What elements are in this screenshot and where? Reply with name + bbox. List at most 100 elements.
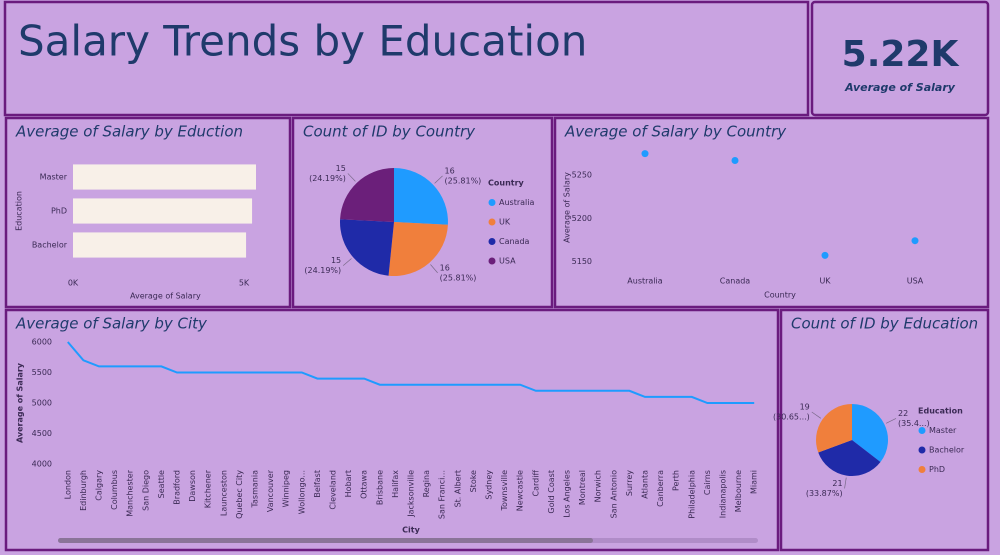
point — [911, 237, 919, 245]
chart-title: Average of Salary by Eduction — [15, 123, 243, 141]
x-tick-label: Indianapolis — [719, 470, 728, 518]
legend-marker — [488, 218, 496, 226]
x-tick-label: Ottawa — [360, 470, 369, 499]
legend-title: Education — [918, 407, 963, 416]
x-tick-label: Cardiff — [531, 470, 540, 497]
chart-title: Count of ID by Education — [791, 315, 978, 333]
data-label-percent: (25.81%) — [445, 176, 482, 185]
y-tick-label: Master — [40, 173, 68, 182]
leader-line — [347, 173, 356, 182]
panel — [553, 116, 990, 309]
data-label: 16 — [445, 166, 455, 175]
kpi-value: 5.22K — [842, 34, 960, 75]
x-tick-label: USA — [907, 277, 924, 286]
legend-label: USA — [499, 257, 516, 266]
y-tick-label: 6000 — [32, 338, 52, 347]
x-tick-label: Quebec City — [235, 470, 244, 519]
x-tick-label: Gold Coast — [547, 470, 556, 514]
x-tick-label: Bradford — [173, 470, 182, 505]
pie-slice — [394, 168, 448, 225]
x-tick-label: Jacksonville — [407, 470, 416, 518]
point — [731, 157, 739, 165]
y-tick-label: 4500 — [32, 429, 52, 438]
legend-marker — [488, 238, 496, 245]
x-tick-label: Columbus — [110, 470, 119, 510]
pie-slice — [815, 404, 852, 453]
data-label: 21 — [832, 479, 842, 488]
x-tick-label: Cleveland — [329, 470, 338, 510]
scrollbar-thumb[interactable] — [58, 538, 593, 543]
x-axis-label: City — [402, 526, 420, 535]
x-tick-label: San Franci... — [438, 470, 447, 519]
y-tick-label: 5250 — [572, 171, 592, 180]
x-tick-label: Los Angeles — [563, 470, 572, 518]
x-tick-label: Launceston — [219, 470, 228, 516]
pie-slice — [818, 440, 881, 477]
y-tick-label: 5200 — [572, 214, 592, 223]
kpi-card — [810, 0, 990, 117]
x-tick-label: Regina — [422, 470, 431, 497]
x-tick-label: Kitchener — [204, 469, 213, 508]
legend-label: Australia — [499, 198, 534, 207]
bar — [73, 164, 256, 190]
legend-label: PhD — [929, 465, 945, 474]
x-tick-label: Australia — [627, 277, 662, 286]
data-label: 15 — [336, 164, 346, 173]
data-label-percent: (30.65...) — [773, 413, 810, 422]
x-tick-label: London — [63, 470, 72, 499]
data-label-percent: (24.19%) — [309, 174, 346, 183]
x-tick-label: San Diego — [141, 470, 150, 511]
pie-slice — [852, 404, 888, 463]
bar — [73, 198, 253, 224]
y-tick-label: PhD — [51, 207, 67, 216]
data-label: 22 — [898, 409, 908, 418]
x-tick-label: Winnipeg — [282, 470, 291, 507]
x-tick-label: Halifax — [391, 470, 400, 498]
x-tick-label: Townsville — [500, 470, 509, 512]
bar — [73, 232, 247, 258]
legend-marker — [488, 257, 496, 265]
x-tick-label: Belfast — [313, 470, 322, 498]
x-tick-label: Wollongo... — [297, 470, 306, 514]
dashboard-title: Salary Trends by Education — [18, 17, 587, 66]
x-tick-label: Edinburgh — [79, 470, 88, 511]
x-tick-label: Newcastle — [516, 470, 525, 511]
x-tick-label: Stoke — [469, 470, 478, 492]
x-tick-label: Dawson — [188, 470, 197, 502]
legend-marker — [918, 446, 926, 454]
data-label: 16 — [440, 263, 450, 272]
x-tick-label: St. Albert — [453, 470, 462, 507]
title-panel — [3, 0, 810, 117]
point — [821, 251, 829, 259]
legend-label: UK — [499, 218, 511, 227]
data-label-percent: (35.4...) — [898, 419, 930, 428]
x-axis-label: Country — [764, 291, 796, 300]
x-tick-label: Philadelphia — [687, 470, 696, 519]
leader-line — [811, 411, 822, 419]
chart-title: Average of Salary by City — [15, 315, 208, 333]
kpi-label: Average of Salary — [844, 81, 956, 94]
pie-slice — [388, 222, 448, 276]
data-label: 19 — [800, 403, 810, 412]
x-tick-label: 0K — [68, 279, 79, 288]
x-tick-label: Atlanta — [641, 470, 650, 499]
leader-line — [885, 418, 897, 424]
x-tick-label: Manchester — [126, 469, 135, 516]
x-tick-label: Surrey — [625, 470, 634, 496]
x-tick-label: Norwich — [594, 470, 603, 502]
y-tick-label: 5150 — [572, 257, 592, 266]
x-tick-label: Montreal — [578, 470, 587, 505]
y-tick-label: 4000 — [32, 460, 52, 469]
x-tick-label: Seattle — [157, 470, 166, 498]
leader-line — [342, 258, 352, 266]
y-axis-label: Education — [15, 191, 24, 231]
y-tick-label: Bachelor — [32, 241, 68, 250]
leader-line — [844, 477, 847, 489]
x-tick-label: 5K — [239, 279, 250, 288]
point — [641, 150, 649, 158]
pie-slice — [340, 219, 394, 276]
data-label-percent: (33.87%) — [806, 489, 843, 498]
data-label: 15 — [331, 256, 341, 265]
x-tick-label: Miami — [750, 470, 759, 494]
data-label-percent: (25.81%) — [440, 273, 477, 282]
